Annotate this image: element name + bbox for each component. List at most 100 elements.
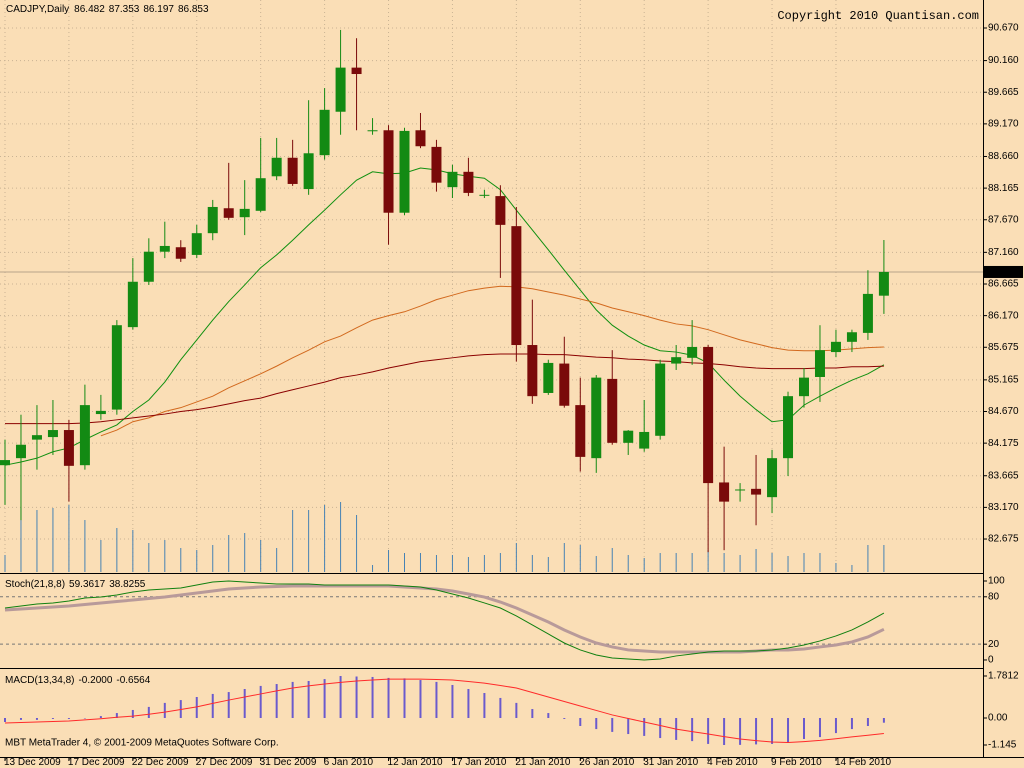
macd-header: MACD(13,34,8) -0.2000 -0.6564 [5, 675, 151, 686]
y-tick-label: 85.675 [988, 342, 1019, 353]
candle-body [607, 378, 618, 443]
y-tick-label: 84.175 [988, 438, 1019, 449]
x-tick-label: 27 Dec 2009 [196, 757, 253, 768]
close-value: 86.853 [178, 4, 209, 15]
candle-body [527, 345, 538, 397]
candle-body [351, 67, 362, 75]
stoch-signal-value: 38.8255 [109, 579, 146, 590]
macd-title: MACD(13,34,8) [5, 675, 74, 686]
candle-body [191, 233, 202, 255]
candle-body [335, 67, 346, 112]
y-tick-label: 82.675 [988, 534, 1019, 545]
y-tick-label: 83.170 [988, 502, 1019, 513]
candle-body [175, 247, 186, 259]
candle-body [431, 146, 442, 183]
x-tick-label: 31 Dec 2009 [260, 757, 317, 768]
candle-body [143, 251, 154, 282]
y-tick-label: 1.7812 [988, 671, 1019, 682]
x-tick-label: 22 Dec 2009 [132, 757, 189, 768]
candle-body [287, 157, 298, 184]
candle-body [495, 196, 506, 225]
candle-body [383, 130, 394, 213]
y-tick-label: 83.665 [988, 470, 1019, 481]
indicator-line [4, 584, 885, 654]
main-header: CADJPY,Daily 86.482 87.353 86.197 86.853 [6, 4, 209, 15]
chart-title: CADJPY,Daily [6, 4, 69, 15]
x-tick-label: 17 Dec 2009 [68, 757, 125, 768]
y-tick-label: 0 [988, 655, 994, 666]
candle-body [687, 346, 698, 358]
candle-body [830, 341, 841, 353]
open-value: 86.482 [74, 4, 105, 15]
y-tick-label: 100 [988, 576, 1005, 587]
candle-body [31, 435, 42, 440]
y-tick-label: 89.665 [988, 87, 1019, 98]
candle-body [511, 226, 522, 346]
y-tick-label: 20 [988, 639, 1000, 650]
candle-body [319, 109, 330, 156]
candle-body [862, 293, 873, 333]
candle-body [559, 363, 570, 406]
x-tick-label: 17 Jan 2010 [451, 757, 506, 768]
candle-body [479, 194, 490, 196]
candle-body [367, 130, 378, 132]
high-value: 87.353 [109, 4, 140, 15]
candle-body [127, 281, 138, 328]
x-tick-label: 14 Feb 2010 [835, 757, 892, 768]
candle-body [846, 332, 857, 342]
y-tick-label: 90.670 [988, 23, 1019, 34]
candle-body [783, 396, 794, 459]
y-tick-label: -1.145 [988, 740, 1017, 751]
candle-body [767, 458, 778, 498]
x-tick-label: 4 Feb 2010 [707, 757, 758, 768]
candle-body [63, 430, 74, 466]
candle-body [223, 208, 234, 218]
candle-body [591, 377, 602, 459]
y-tick-label: 84.670 [988, 406, 1019, 417]
platform-annotation: MBT MetaTrader 4, © 2001-2009 MetaQuotes… [5, 738, 279, 749]
indicator-line [4, 678, 884, 744]
current-price-label: 86.853 [987, 267, 1018, 278]
candle-body [255, 178, 266, 211]
candle-body [159, 245, 170, 252]
candle-body [271, 157, 282, 177]
copyright-annotation: Copyright 2010 Quantisan.com [777, 9, 979, 23]
candle-body [671, 357, 682, 364]
x-tick-label: 9 Feb 2010 [771, 757, 822, 768]
candle-body [447, 171, 458, 188]
x-tick-label: 6 Jan 2010 [324, 757, 374, 768]
candle-body [575, 405, 586, 457]
x-tick-label: 13 Dec 2009 [4, 757, 61, 768]
indicator-line [5, 353, 884, 425]
macd-value: -0.2000 [78, 675, 112, 686]
y-tick-label: 86.170 [988, 310, 1019, 321]
x-tick-label: 31 Jan 2010 [643, 757, 698, 768]
low-value: 86.197 [143, 4, 174, 15]
candle-body [735, 489, 746, 491]
indicator-line [4, 580, 885, 661]
candle-body [543, 362, 554, 393]
y-tick-label: 0.00 [988, 713, 1008, 724]
candle-body [639, 431, 650, 449]
y-tick-label: 80 [988, 591, 1000, 602]
candle-body [878, 271, 889, 296]
candle-body [0, 460, 10, 466]
y-tick-label: 88.165 [988, 183, 1019, 194]
candle-body [799, 377, 809, 397]
y-tick-label: 88.660 [988, 151, 1019, 162]
candle-body [399, 130, 410, 213]
candle-body [415, 130, 426, 147]
candle-body [814, 350, 825, 377]
candle-body [463, 171, 474, 193]
y-tick-label: 86.665 [988, 279, 1019, 290]
macd-signal-value: -0.6564 [116, 675, 150, 686]
x-tick-label: 26 Jan 2010 [579, 757, 634, 768]
y-tick-label: 85.165 [988, 375, 1019, 386]
indicator-line [100, 285, 884, 437]
candle-body [15, 444, 26, 459]
stoch-title: Stoch(21,8,8) [5, 579, 65, 590]
